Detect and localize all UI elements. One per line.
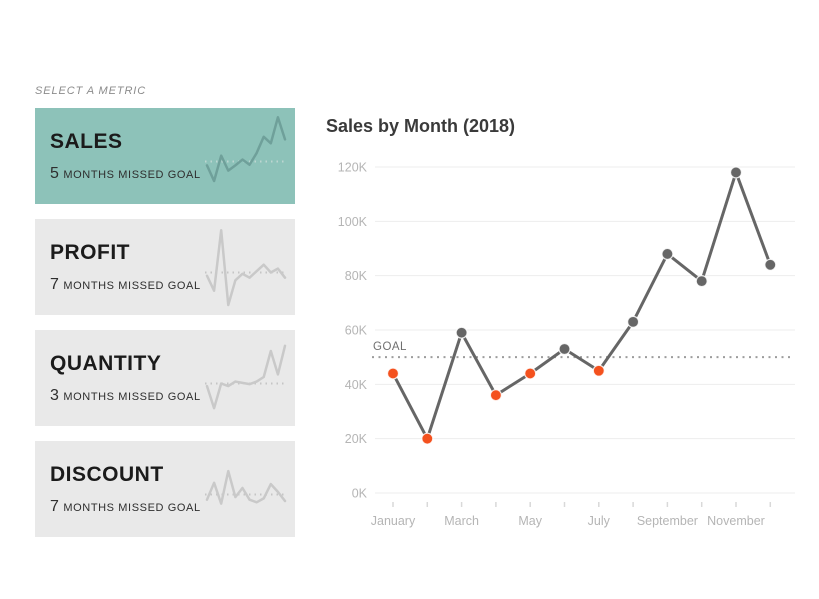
svg-text:20K: 20K	[345, 432, 368, 446]
svg-text:0K: 0K	[352, 487, 368, 501]
metric-card-quantity[interactable]: QUANTITY 3 MONTHS MISSED GOAL	[35, 330, 295, 426]
discount-sparkline-icon	[205, 469, 287, 505]
metric-card-profit[interactable]: PROFIT 7 MONTHS MISSED GOAL	[35, 219, 295, 315]
svg-text:60K: 60K	[345, 323, 368, 337]
missed-goal-label: MONTHS MISSED GOAL	[63, 169, 201, 181]
svg-text:July: July	[588, 514, 611, 528]
missed-goal-count: 7	[50, 276, 59, 293]
svg-text:GOAL: GOAL	[373, 341, 407, 353]
metric-card-title: PROFIT	[50, 241, 130, 264]
svg-text:May: May	[518, 514, 542, 528]
svg-text:November: November	[707, 514, 765, 528]
svg-text:120K: 120K	[338, 160, 368, 174]
svg-text:September: September	[637, 514, 698, 528]
sales-sparkline-icon	[205, 116, 287, 183]
svg-text:March: March	[444, 514, 479, 528]
metric-card-title: QUANTITY	[50, 352, 162, 375]
svg-text:100K: 100K	[338, 215, 368, 229]
quantity-sparkline-icon	[205, 344, 287, 410]
metric-card-title: SALES	[50, 130, 123, 153]
missed-goal-label: MONTHS MISSED GOAL	[63, 280, 201, 292]
metric-card-discount[interactable]: DISCOUNT 7 MONTHS MISSED GOAL	[35, 441, 295, 537]
missed-goal-count: 3	[50, 387, 59, 404]
missed-goal-line: 7 MONTHS MISSED GOAL	[50, 276, 201, 294]
metric-card-sales[interactable]: SALES 5 MONTHS MISSED GOAL	[35, 108, 295, 204]
missed-goal-count: 5	[50, 165, 59, 182]
chart-title: Sales by Month (2018)	[326, 116, 516, 136]
select-metric-label: SELECT A METRIC	[35, 85, 147, 97]
missed-goal-label: MONTHS MISSED GOAL	[63, 502, 201, 514]
missed-goal-label: MONTHS MISSED GOAL	[63, 391, 201, 403]
missed-goal-line: 5 MONTHS MISSED GOAL	[50, 165, 201, 183]
missed-goal-count: 7	[50, 498, 59, 515]
svg-text:January: January	[371, 514, 416, 528]
svg-text:40K: 40K	[345, 378, 368, 392]
missed-goal-line: 3 MONTHS MISSED GOAL	[50, 387, 201, 405]
metric-selector: SELECT A METRIC SALES 5 MONTHS MISSED GO…	[35, 85, 295, 552]
svg-text:80K: 80K	[345, 269, 368, 283]
missed-goal-line: 7 MONTHS MISSED GOAL	[50, 498, 201, 516]
metric-card-title: DISCOUNT	[50, 463, 164, 486]
sales-by-month-line-chart: 0K 20K 40K 60K 80K 100K 120K January March May Jul…	[338, 160, 795, 528]
profit-sparkline-icon	[205, 229, 287, 307]
